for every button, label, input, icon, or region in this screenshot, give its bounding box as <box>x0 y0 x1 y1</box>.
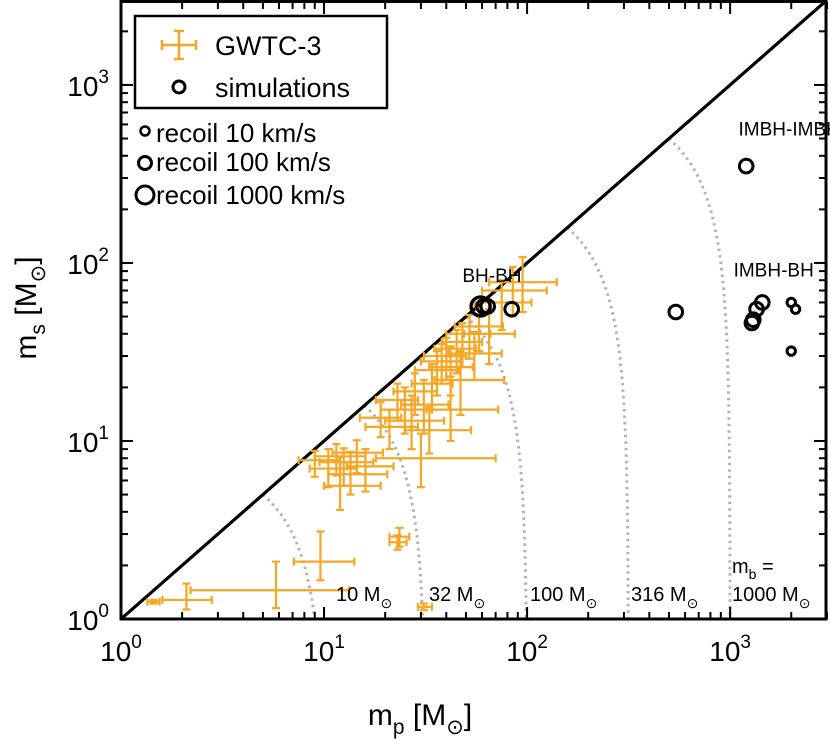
recoil-marker-small <box>139 125 151 137</box>
y-tick-exp: 1 <box>98 423 109 444</box>
legend-gwtc-label: GWTC-3 <box>215 31 321 61</box>
x-axis-label: mp [M⊙] <box>368 699 472 739</box>
recoil-label-10: recoil 10 km/s <box>156 118 316 148</box>
y-tick-exp: 2 <box>98 245 109 266</box>
gwtc-event <box>292 530 356 582</box>
simulation-point <box>789 303 802 315</box>
gwtc-event <box>161 582 213 611</box>
contour-label-10: 10 M⊙ <box>336 584 392 611</box>
gwtc-event <box>331 439 385 475</box>
gwtc-event <box>146 597 161 606</box>
y-tick-base: 10 <box>67 249 98 280</box>
mass-contour-3 <box>566 226 630 619</box>
plot-frame <box>119 0 828 621</box>
gwtc-event <box>487 255 558 314</box>
gwtc-event <box>308 448 358 489</box>
gwtc3-errorbars <box>146 255 558 612</box>
mass-contours <box>261 137 732 619</box>
y-tick-base: 10 <box>67 71 98 102</box>
x-tick-exp: 1 <box>334 632 345 653</box>
x-tick-base: 10 <box>709 636 740 667</box>
simulation-point <box>503 300 521 318</box>
contour-labels: 10 M⊙ 32 M⊙ 100 M⊙ 316 M⊙ mb = 1000 M⊙ <box>336 556 810 611</box>
y-tick-label: 101 <box>67 423 109 458</box>
annotation-imbh-imbh: IMBH-IMBH <box>739 119 830 140</box>
simulation-point <box>744 311 762 329</box>
y-axis-label: ms [M⊙] <box>10 256 50 359</box>
legend-simulation-marker <box>171 79 187 95</box>
x-tick-exp: 3 <box>740 632 751 653</box>
x-tick-base: 10 <box>303 636 334 667</box>
recoil-label-1000: recoil 1000 km/s <box>156 180 345 210</box>
simulation-markers <box>469 157 802 357</box>
x-tick-base: 10 <box>506 636 537 667</box>
y-tick-label: 100 <box>67 601 109 636</box>
recoil-marker-large <box>134 184 156 206</box>
x-tick-label: 102 <box>506 632 548 667</box>
gwtc-event <box>400 378 450 435</box>
legend: GWTC-3 simulations <box>133 14 389 110</box>
simulation-point <box>667 303 685 321</box>
recoil-label-100: recoil 100 km/s <box>156 147 331 177</box>
equal-mass-line <box>121 0 827 619</box>
x-tick-label: 103 <box>709 632 751 667</box>
x-tick-exp: 2 <box>537 632 548 653</box>
gwtc-event <box>374 382 420 422</box>
x-tick-base: 10 <box>100 636 131 667</box>
gwtc-event <box>416 602 434 612</box>
contour-label-mb-prefix: mb = <box>732 556 774 582</box>
y-tick-exp: 3 <box>98 67 109 88</box>
gwtc-event <box>189 560 351 610</box>
simulation-point <box>753 294 771 311</box>
gwtc-event <box>374 432 497 489</box>
gwtc-event <box>433 349 506 417</box>
legend-gwtc-marker <box>160 29 198 61</box>
contour-label-316: 316 M⊙ <box>631 584 698 611</box>
x-tick-label: 101 <box>303 632 345 667</box>
y-tick-label: 103 <box>67 67 109 102</box>
gwtc-event <box>403 405 473 455</box>
simulation-point <box>737 157 755 175</box>
contour-label-100: 100 M⊙ <box>530 584 597 611</box>
gwtc-event <box>346 448 395 493</box>
simulation-point <box>785 345 797 357</box>
y-tick-base: 10 <box>67 605 98 636</box>
y-tick-label: 102 <box>67 245 109 280</box>
simulation-point <box>479 298 497 315</box>
legend-simulations-label: simulations <box>215 73 350 103</box>
x-tick-exp: 0 <box>131 632 142 653</box>
gwtc-event <box>388 526 411 548</box>
contour-label-1000: 1000 M⊙ <box>732 584 810 611</box>
x-tick-label: 100 <box>100 632 142 667</box>
y-tick-exp: 0 <box>98 601 109 622</box>
recoil-marker-medium <box>137 155 153 171</box>
mass-contour-4 <box>667 137 732 619</box>
y-tick-base: 10 <box>67 427 98 458</box>
annotation-bh-bh: BH-BH <box>462 266 521 287</box>
annotation-imbh-bh: IMBH-BH <box>734 260 814 281</box>
recoil-legend: recoil 10 km/s recoil 100 km/s recoil 10… <box>134 118 345 210</box>
gwtc-event <box>322 456 382 512</box>
contour-label-32: 32 M⊙ <box>429 584 485 611</box>
